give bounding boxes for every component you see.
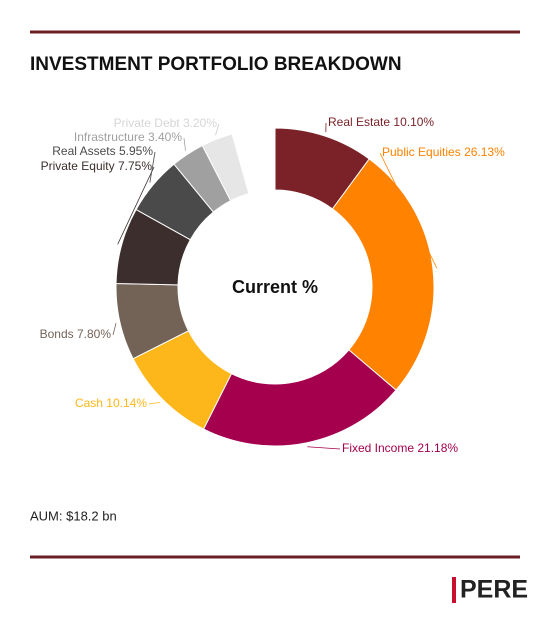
category-label: Real Estate bbox=[328, 115, 390, 129]
category-label: Cash bbox=[75, 396, 103, 410]
value-label: 26.13% bbox=[464, 145, 505, 159]
value-label: 10.14% bbox=[106, 396, 147, 410]
data-label: Bonds 7.80% bbox=[40, 327, 112, 341]
leader-line bbox=[215, 123, 220, 136]
donut-segment bbox=[331, 158, 435, 391]
category-label: Infrastructure bbox=[74, 130, 145, 144]
donut-segment bbox=[201, 133, 250, 202]
data-label: Public Equities 26.13% bbox=[382, 145, 505, 159]
logo: PERE bbox=[460, 576, 528, 604]
leader-line bbox=[379, 152, 438, 269]
leader-line bbox=[149, 151, 156, 183]
value-label: 21.18% bbox=[417, 441, 458, 455]
category-label: Real Assets bbox=[52, 144, 115, 158]
value-label: 10.10% bbox=[393, 115, 434, 129]
data-label: Fixed Income 21.18% bbox=[342, 441, 458, 455]
leader-line bbox=[307, 446, 341, 450]
category-label: Public Equities bbox=[382, 145, 461, 159]
donut-segment bbox=[202, 349, 397, 447]
value-label: 7.75% bbox=[118, 159, 152, 173]
note: AUM: $18.2 bn bbox=[30, 508, 117, 523]
category-label: Private Equity bbox=[41, 159, 115, 173]
leader-line bbox=[112, 322, 117, 336]
value-label: 3.40% bbox=[148, 130, 182, 144]
data-label: Real Assets 5.95% bbox=[52, 144, 153, 158]
leader-line bbox=[117, 166, 155, 245]
leader-line bbox=[148, 402, 160, 405]
data-label: Real Estate 10.10% bbox=[328, 115, 434, 129]
data-label: Private Debt 3.20% bbox=[114, 116, 218, 130]
data-label: Cash 10.14% bbox=[75, 396, 147, 410]
data-label: Private Equity 7.75% bbox=[41, 159, 153, 173]
chart-title: INVESTMENT PORTFOLIO BREAKDOWN bbox=[30, 54, 402, 75]
data-label: Infrastructure 3.40% bbox=[74, 130, 182, 144]
value-label: 5.95% bbox=[119, 144, 153, 158]
value-label: 7.80% bbox=[77, 327, 111, 341]
value-label: 3.20% bbox=[183, 116, 217, 130]
center-label: Current % bbox=[232, 277, 318, 297]
category-label: Fixed Income bbox=[342, 441, 414, 455]
leader-line bbox=[183, 137, 186, 151]
logo-bar bbox=[452, 577, 456, 603]
category-label: Bonds bbox=[40, 327, 74, 341]
category-label: Private Debt bbox=[114, 116, 181, 130]
